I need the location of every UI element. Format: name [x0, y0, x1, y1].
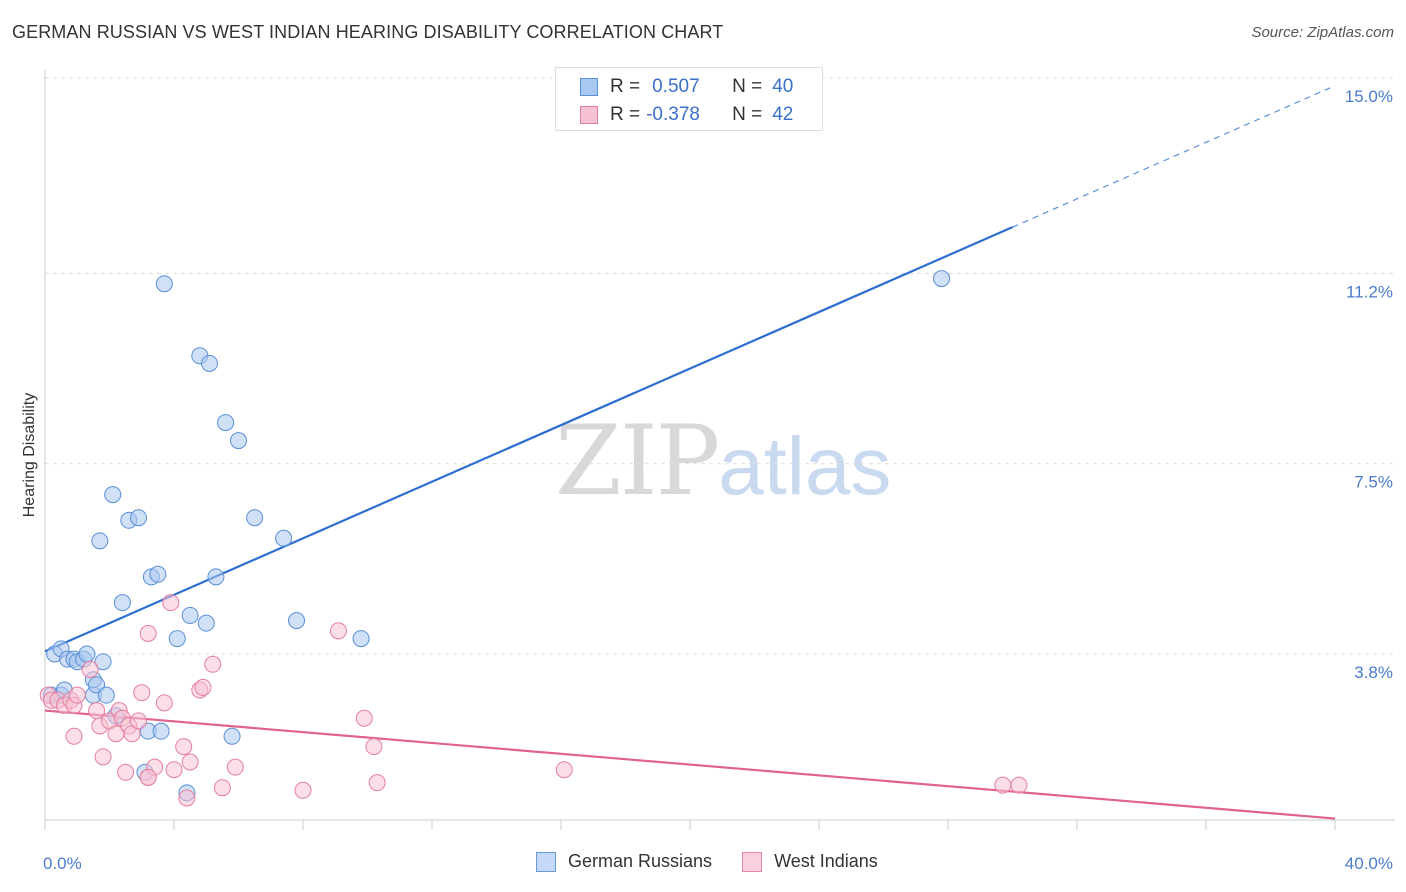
data-point-german-russians [113, 594, 131, 612]
trendline-west-indians [44, 709, 1336, 820]
legend-item-west-indians[interactable]: West Indians [742, 851, 878, 872]
data-point-west-indians [65, 727, 83, 745]
x-tick-label: 40.0% [1345, 854, 1393, 873]
legend-swatch-west-indians [742, 851, 763, 872]
trendline-german-russians [44, 226, 1013, 653]
data-point-west-indians [155, 694, 173, 712]
data-point-german-russians [200, 354, 218, 372]
y-tick-label: 11.2% [1346, 282, 1393, 301]
data-point-german-russians [223, 727, 241, 745]
data-point-german-russians [130, 509, 148, 527]
watermark-atlas: atlas [718, 421, 892, 512]
data-point-west-indians [175, 738, 193, 756]
data-point-german-russians [246, 509, 264, 527]
legend-n-value: 42 [772, 104, 794, 125]
data-point-german-russians [91, 532, 109, 550]
data-point-west-indians [133, 684, 151, 702]
data-point-west-indians [365, 738, 383, 756]
data-point-german-russians [207, 568, 225, 586]
legend-r-value: 0.507 [652, 76, 700, 97]
legend-swatch-pink [580, 106, 598, 124]
data-points [39, 270, 1028, 807]
data-point-west-indians [194, 678, 212, 696]
data-point-german-russians [181, 606, 199, 624]
legend-row-west-indians: R = -0.378 N = 42 [580, 101, 793, 129]
source-label: Source: ZipAtlas.com [1251, 24, 1394, 41]
data-point-german-russians [933, 270, 951, 288]
data-point-west-indians [81, 660, 99, 678]
x-tick-label: 0.0% [43, 854, 82, 873]
legend-n-label: N = [732, 76, 763, 97]
legend-r-label: R = [610, 104, 641, 125]
data-point-german-russians [97, 686, 115, 704]
data-point-german-russians [275, 529, 293, 547]
legend-n-label: N = [732, 104, 763, 125]
data-point-west-indians [181, 753, 199, 771]
data-point-west-indians [139, 624, 157, 642]
data-point-west-indians [130, 712, 148, 730]
data-point-west-indians [555, 761, 573, 779]
data-point-west-indians [226, 758, 244, 776]
data-point-west-indians [117, 763, 135, 781]
stats-legend: R = 0.507 N = 40 R = -0.378 N = 42 [555, 67, 823, 131]
chart-title: GERMAN RUSSIAN VS WEST INDIAN HEARING DI… [12, 22, 724, 42]
legend-n-value: 40 [772, 76, 794, 97]
x-tick-labels: 0.0% 40.0% [43, 854, 1393, 873]
data-point-west-indians [994, 776, 1012, 794]
legend-item-german-russians[interactable]: German Russians [536, 851, 712, 872]
y-tick-labels: 3.8% 7.5% 11.2% 15.0% [1345, 87, 1393, 682]
data-point-west-indians [329, 622, 347, 640]
data-point-west-indians [213, 779, 231, 797]
y-axis-label: Hearing Disability [21, 393, 38, 518]
data-point-west-indians [139, 768, 157, 786]
data-point-german-russians [288, 612, 306, 630]
trendline-extension-german-russians [1012, 85, 1336, 228]
data-point-west-indians [68, 686, 86, 704]
legend-r-value: -0.378 [646, 104, 700, 125]
data-point-german-russians [78, 645, 96, 663]
data-point-german-russians [168, 630, 186, 648]
data-point-west-indians [165, 761, 183, 779]
data-point-west-indians [204, 655, 222, 673]
legend-swatch-german-russians [536, 851, 556, 872]
watermark: ZIPatlas [555, 405, 891, 517]
data-point-german-russians [230, 432, 247, 450]
data-point-west-indians [94, 748, 112, 766]
data-point-west-indians [88, 702, 106, 720]
data-point-german-russians [149, 565, 167, 583]
data-point-german-russians [197, 614, 215, 632]
legend-label: German Russians [568, 851, 713, 871]
y-tick-label: 3.8% [1354, 663, 1393, 682]
data-point-german-russians [104, 486, 122, 504]
data-point-german-russians [152, 722, 170, 740]
series-legend: German Russians West Indians [536, 851, 908, 872]
data-point-west-indians [355, 709, 373, 727]
y-tick-label: 7.5% [1354, 473, 1393, 492]
data-point-west-indians [1010, 776, 1028, 794]
data-point-german-russians [155, 275, 173, 293]
data-point-west-indians [178, 789, 196, 807]
legend-row-german-russians: R = 0.507 N = 40 [580, 73, 793, 101]
y-tick-label: 15.0% [1345, 87, 1393, 106]
watermark-zip: ZIP [555, 405, 720, 517]
data-point-west-indians [162, 594, 180, 612]
legend-swatch-blue [580, 78, 598, 96]
axes [44, 70, 1395, 830]
data-point-west-indians [294, 781, 312, 799]
legend-label: West Indians [774, 851, 878, 871]
data-point-german-russians [352, 630, 370, 648]
trendlines [44, 85, 1336, 820]
data-point-west-indians [368, 774, 386, 792]
data-point-german-russians [217, 414, 235, 432]
data-point-german-russians [94, 653, 112, 671]
gridlines [45, 77, 1395, 655]
legend-r-label: R = [610, 76, 641, 97]
